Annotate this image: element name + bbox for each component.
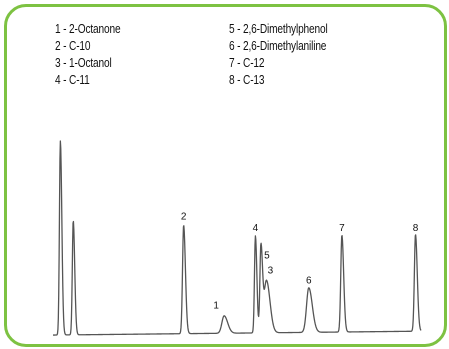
peak-label-8: 8: [413, 223, 419, 234]
legend-item-5: 5 - 2,6-Dimethylphenol: [229, 21, 328, 36]
legend-item-4: 4 - C-11: [55, 72, 90, 87]
peak-label-2: 2: [181, 211, 187, 222]
legend: 1 - 2-Octanone 2 - C-10 3 - 1-Octanol 4 …: [7, 7, 444, 107]
peak-label-3: 3: [268, 266, 274, 277]
legend-item-2: 2 - C-10: [55, 38, 91, 53]
chromatogram-plot: 2 1 4 5 3 6 7 8: [52, 140, 422, 336]
chart-frame: 1 - 2-Octanone 2 - C-10 3 - 1-Octanol 4 …: [4, 4, 447, 347]
chromatogram-trace: [52, 140, 422, 336]
legend-item-7: 7 - C-12: [229, 55, 265, 70]
legend-item-1: 1 - 2-Octanone: [55, 21, 121, 36]
peak-label-6: 6: [306, 275, 312, 286]
peak-labels: 2 1 4 5 3 6 7 8: [181, 211, 419, 311]
peak-label-5: 5: [264, 251, 270, 262]
peak-label-1: 1: [213, 301, 219, 312]
legend-item-6: 6 - 2,6-Dimethylaniline: [229, 38, 327, 53]
legend-item-3: 3 - 1-Octanol: [55, 55, 112, 70]
legend-item-8: 8 - C-13: [229, 72, 265, 87]
peak-label-4: 4: [253, 223, 259, 234]
peak-label-7: 7: [339, 223, 345, 234]
